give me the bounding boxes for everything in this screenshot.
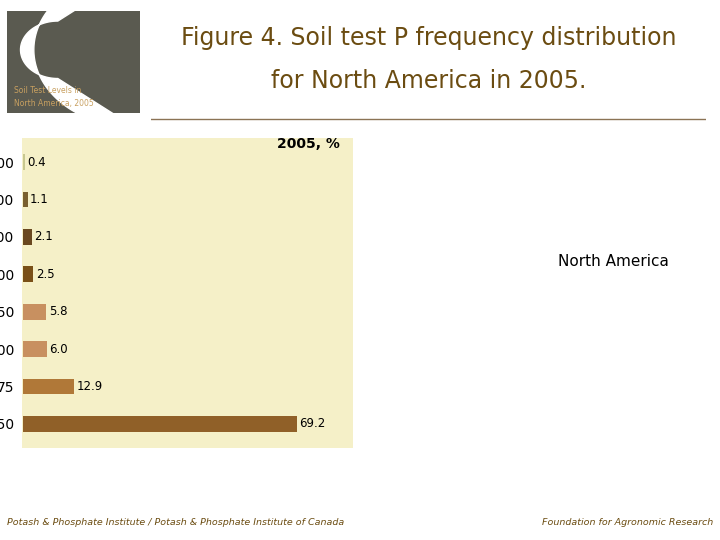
Text: Figure 4. Soil test P frequency distribution: Figure 4. Soil test P frequency distribu… bbox=[181, 26, 676, 50]
Polygon shape bbox=[381, 82, 671, 504]
Text: Potash & Phosphate Institute / Potash & Phosphate Institute of Canada: Potash & Phosphate Institute / Potash & … bbox=[7, 518, 344, 527]
Text: North America, 2005: North America, 2005 bbox=[14, 99, 94, 107]
Bar bbox=[23, 192, 27, 207]
Text: 69.2: 69.2 bbox=[299, 417, 325, 430]
Text: 2.5: 2.5 bbox=[36, 268, 54, 281]
Text: North America: North America bbox=[558, 254, 669, 269]
Text: 2005, %: 2005, % bbox=[277, 137, 340, 151]
Text: 6.0: 6.0 bbox=[50, 342, 68, 355]
Bar bbox=[23, 229, 32, 245]
Text: 1.1: 1.1 bbox=[30, 193, 49, 206]
Text: Foundation for Agronomic Research: Foundation for Agronomic Research bbox=[541, 518, 713, 527]
Text: 2.1: 2.1 bbox=[34, 231, 53, 244]
Bar bbox=[23, 341, 47, 357]
FancyBboxPatch shape bbox=[7, 11, 140, 113]
Text: for North America in 2005.: for North America in 2005. bbox=[271, 69, 586, 93]
Bar bbox=[23, 154, 24, 170]
Text: 12.9: 12.9 bbox=[77, 380, 103, 393]
Polygon shape bbox=[21, 0, 134, 127]
Bar bbox=[23, 379, 74, 394]
Bar bbox=[23, 304, 46, 320]
Text: 0.4: 0.4 bbox=[27, 156, 46, 168]
Bar bbox=[23, 266, 33, 282]
Text: 5.8: 5.8 bbox=[49, 305, 67, 318]
Bar bbox=[23, 416, 297, 432]
Text: Soil Test Levels in: Soil Test Levels in bbox=[14, 86, 81, 96]
